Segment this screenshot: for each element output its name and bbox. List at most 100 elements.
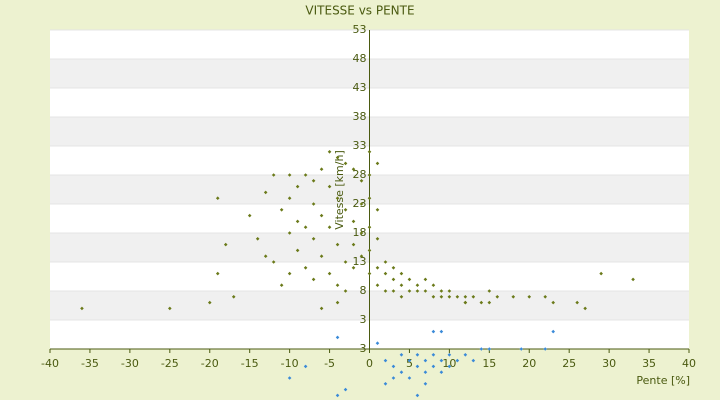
point: [471, 358, 476, 363]
chart-title: VITESSE vs PENTE: [305, 4, 414, 18]
point: [487, 347, 492, 351]
x-tick-label: -5: [324, 357, 335, 370]
point: [367, 196, 372, 200]
point: [80, 306, 84, 311]
point: [335, 242, 340, 247]
point: [303, 173, 308, 177]
point: [287, 173, 292, 177]
x-tick-label: 20: [522, 357, 536, 370]
point: [343, 387, 348, 392]
x-tick-label: -35: [81, 357, 99, 370]
point: [287, 231, 292, 235]
y-tick-label: 33: [353, 139, 367, 152]
point: [263, 190, 268, 195]
point: [383, 271, 388, 276]
point: [415, 289, 420, 293]
point: [391, 266, 396, 270]
point: [303, 364, 308, 369]
point: [215, 196, 220, 200]
point: [367, 248, 372, 253]
point: [367, 271, 372, 276]
point: [319, 213, 324, 218]
point: [335, 393, 340, 398]
y-tick-label: 43: [353, 81, 367, 94]
point: [447, 295, 452, 299]
point: [375, 237, 380, 241]
point: [279, 208, 284, 212]
point: [551, 300, 556, 305]
point: [543, 295, 548, 299]
point: [359, 254, 364, 258]
y-tick-label: 48: [353, 52, 367, 65]
point: [391, 289, 396, 293]
point: [431, 353, 436, 357]
point: [303, 266, 308, 270]
point: [407, 277, 412, 282]
point: [495, 295, 500, 299]
point: [343, 289, 348, 293]
point: [359, 231, 364, 235]
point: [215, 271, 220, 276]
point: [415, 364, 420, 369]
point: [399, 370, 404, 374]
x-tick-label: 10: [442, 357, 456, 370]
y-tick-label: 38: [353, 110, 367, 123]
x-tick-label: -15: [241, 357, 259, 370]
point: [423, 358, 428, 363]
point: [423, 382, 428, 386]
x-tick-label: -25: [161, 357, 179, 370]
point: [407, 358, 412, 363]
x-tick-label: 40: [682, 357, 696, 370]
point: [375, 283, 380, 287]
point: [287, 271, 292, 276]
point: [431, 364, 436, 369]
point: [407, 289, 412, 293]
point: [335, 283, 340, 287]
point: [455, 295, 460, 299]
point: [335, 335, 340, 340]
point: [415, 353, 420, 357]
point: [399, 353, 404, 357]
point: [471, 295, 476, 299]
point: [327, 184, 332, 189]
point: [383, 382, 388, 386]
point: [295, 184, 300, 189]
point: [367, 173, 372, 177]
point: [543, 347, 548, 351]
point: [463, 295, 468, 299]
point: [311, 237, 316, 241]
x-axis-label: Pente [%]: [636, 374, 690, 387]
point: [599, 271, 603, 276]
point: [575, 300, 579, 305]
point: [303, 225, 308, 229]
point: [319, 254, 324, 258]
point: [327, 225, 332, 229]
point: [375, 208, 380, 212]
point: [271, 260, 276, 264]
x-tick-label: 35: [642, 357, 656, 370]
point: [383, 289, 388, 293]
x-tick-label: 30: [602, 357, 616, 370]
point: [391, 277, 396, 282]
point: [391, 364, 396, 369]
point: [487, 300, 492, 305]
point: [279, 283, 284, 287]
point: [519, 347, 524, 351]
point: [327, 271, 332, 276]
point: [551, 329, 556, 334]
point: [351, 167, 356, 171]
point: [423, 289, 428, 293]
point: [439, 295, 444, 299]
y-tick-label: 53: [353, 23, 367, 36]
point: [415, 393, 420, 398]
point: [439, 329, 444, 334]
x-tick-label: 0: [366, 357, 373, 370]
point: [383, 260, 388, 264]
point: [247, 213, 252, 218]
point: [423, 370, 428, 374]
point: [583, 306, 587, 311]
point: [631, 277, 635, 282]
y-tick-label: 3: [360, 313, 367, 326]
y-tick-label: 13: [353, 255, 367, 268]
